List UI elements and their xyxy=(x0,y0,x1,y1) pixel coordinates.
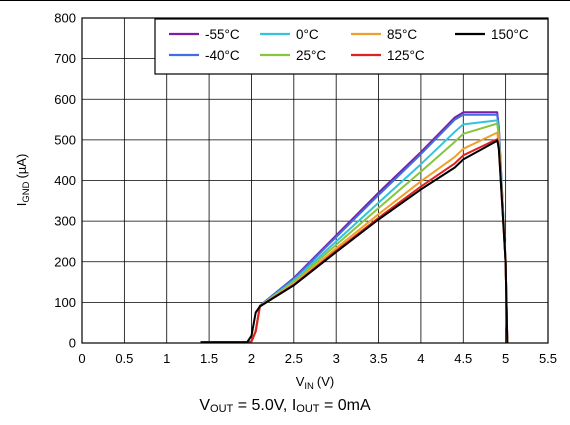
series-line-6 xyxy=(200,139,509,344)
y-axis-label: IGND(µA) xyxy=(14,154,32,207)
x-tick-label: 0 xyxy=(78,351,85,366)
y-tick-label: 0 xyxy=(69,336,76,351)
x-tick-label: 1.5 xyxy=(200,351,218,366)
legend-label: 125°C xyxy=(387,48,425,63)
y-tick-label: 200 xyxy=(54,254,76,269)
legend-label: 150°C xyxy=(491,27,529,42)
x-tick-label: 3.5 xyxy=(370,351,388,366)
x-tick-label: 5.5 xyxy=(539,351,557,366)
y-tick-label: 100 xyxy=(54,295,76,310)
legend-label: 25°C xyxy=(296,48,326,63)
y-tick-label: 300 xyxy=(54,214,76,229)
x-axis-label: VIN (V) xyxy=(296,374,335,392)
legend-label: 0°C xyxy=(296,27,319,42)
y-tick-label: 400 xyxy=(54,173,76,188)
test-conditions-caption: VOUT = 5.0V, IOUT = 0mA xyxy=(199,397,371,415)
legend-label: -40°C xyxy=(205,48,240,63)
x-tick-label: 3 xyxy=(333,351,340,366)
legend-label: 85°C xyxy=(387,27,417,42)
legend: -55°C -40°C 0°C 25°C 85°C 125°C 150°C xyxy=(154,18,549,75)
y-tick-label: 700 xyxy=(54,51,76,66)
plot-border xyxy=(81,17,549,344)
y-tick-label: 800 xyxy=(54,11,76,26)
x-tick-label: 5 xyxy=(502,351,509,366)
x-tick-label: 1 xyxy=(163,351,170,366)
x-tick-label: 4.5 xyxy=(454,351,472,366)
y-tick-label: 600 xyxy=(54,92,76,107)
x-tick-label: 0.5 xyxy=(115,351,133,366)
series-lines xyxy=(200,111,509,344)
top-rule xyxy=(0,0,570,1)
legend-box xyxy=(154,18,549,75)
tick-labels: 0 0.5 1 1.5 2 2.5 3 3.5 4 4.5 5 5.5 0 100 200 300 400 500… xyxy=(54,11,557,367)
legend-label: -55°C xyxy=(205,27,240,42)
x-tick-label: 2 xyxy=(248,351,255,366)
x-tick-label: 4 xyxy=(417,351,424,366)
y-tick-label: 500 xyxy=(54,132,76,147)
iq-vs-vin-chart: 0 0.5 1 1.5 2 2.5 3 3.5 4 4.5 5 5.5 0 100 200 300 400 500… xyxy=(14,11,557,393)
x-tick-label: 2.5 xyxy=(285,351,303,366)
